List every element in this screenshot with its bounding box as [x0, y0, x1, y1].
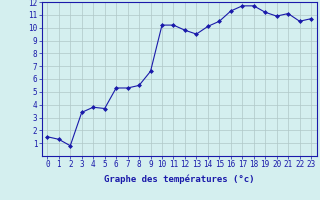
X-axis label: Graphe des températures (°c): Graphe des températures (°c): [104, 175, 254, 184]
